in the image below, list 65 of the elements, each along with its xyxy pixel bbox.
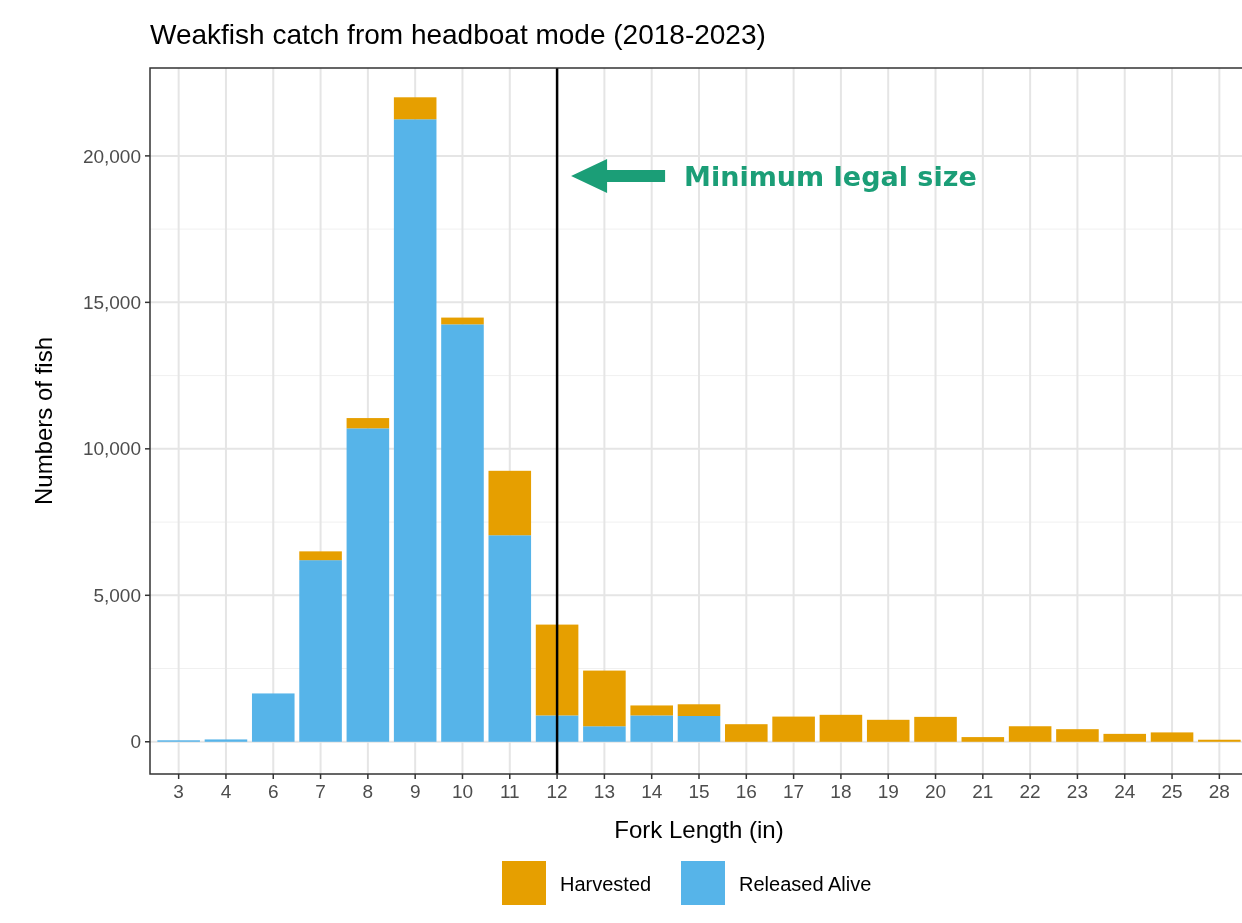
- x-axis-title: Fork Length (in): [614, 816, 784, 843]
- x-tick-label: 21: [972, 781, 994, 802]
- x-tick-label: 25: [1161, 781, 1183, 802]
- bar: [583, 670, 626, 727]
- bar: [583, 726, 626, 742]
- x-tick-label: 7: [315, 781, 326, 802]
- x-tick-label: 11: [499, 781, 520, 802]
- bar: [630, 715, 673, 742]
- bar: [772, 716, 815, 742]
- bar: [677, 704, 721, 716]
- bar: [630, 705, 673, 716]
- bar: [725, 724, 768, 742]
- x-tick-label: 8: [362, 781, 374, 802]
- annotation: Minimum legal size: [684, 161, 977, 192]
- x-tick-label: 23: [1066, 781, 1089, 802]
- x-tick-label: 6: [267, 781, 279, 802]
- bar: [393, 119, 437, 742]
- chart-title: Weakfish catch from headboat mode (2018-2023): [150, 19, 766, 50]
- x-tick-label: 28: [1208, 781, 1230, 802]
- x-tick-label: 15: [688, 781, 710, 802]
- x-tick-label: 22: [1019, 781, 1041, 802]
- bar: [535, 624, 579, 716]
- bar: [677, 716, 721, 742]
- x-tick-label: 18: [830, 781, 852, 802]
- x-tick-label: 19: [877, 781, 899, 802]
- bar: [488, 470, 532, 536]
- x-tick-label: 13: [593, 781, 615, 802]
- bar: [251, 693, 295, 742]
- bar: [819, 714, 863, 742]
- y-tick-label: 5,000: [93, 584, 141, 606]
- bar: [346, 418, 390, 429]
- x-tick-label: 24: [1114, 781, 1136, 802]
- x-tick-label: 4: [220, 781, 232, 802]
- bar: [535, 715, 579, 742]
- x-tick-label: 17: [783, 781, 805, 802]
- y-axis-title: Numbers of fish: [30, 336, 57, 506]
- x-tick-label: 10: [451, 781, 474, 802]
- x-tick-label: 16: [735, 781, 757, 802]
- bar: [299, 560, 342, 742]
- y-tick-label: 15,000: [82, 292, 141, 314]
- x-tick-label: 20: [924, 781, 947, 802]
- x-tick-label: 9: [409, 781, 421, 802]
- y-tick-label: 20,000: [82, 145, 141, 167]
- bar: [1198, 739, 1241, 742]
- y-tick-label: 10,000: [82, 438, 141, 460]
- bar: [866, 719, 910, 742]
- x-tick-label: 12: [546, 781, 568, 802]
- legend-label: Released Alive: [739, 873, 872, 895]
- bar: [299, 551, 342, 561]
- bar: [441, 317, 484, 325]
- x-tick-label: 3: [173, 781, 184, 802]
- bar: [1008, 726, 1052, 742]
- bar: [1103, 733, 1147, 742]
- bar: [346, 428, 390, 742]
- bar: [1150, 732, 1194, 742]
- y-tick-label: 0: [130, 731, 141, 753]
- legend-label: Harvested: [560, 873, 652, 895]
- bar: [393, 97, 437, 120]
- bar: [441, 324, 484, 742]
- bar: [914, 716, 957, 742]
- bar: [204, 739, 248, 742]
- bar: [961, 737, 1005, 742]
- bar: [488, 535, 532, 742]
- x-tick-label: 14: [641, 781, 663, 802]
- bar: [1056, 729, 1099, 742]
